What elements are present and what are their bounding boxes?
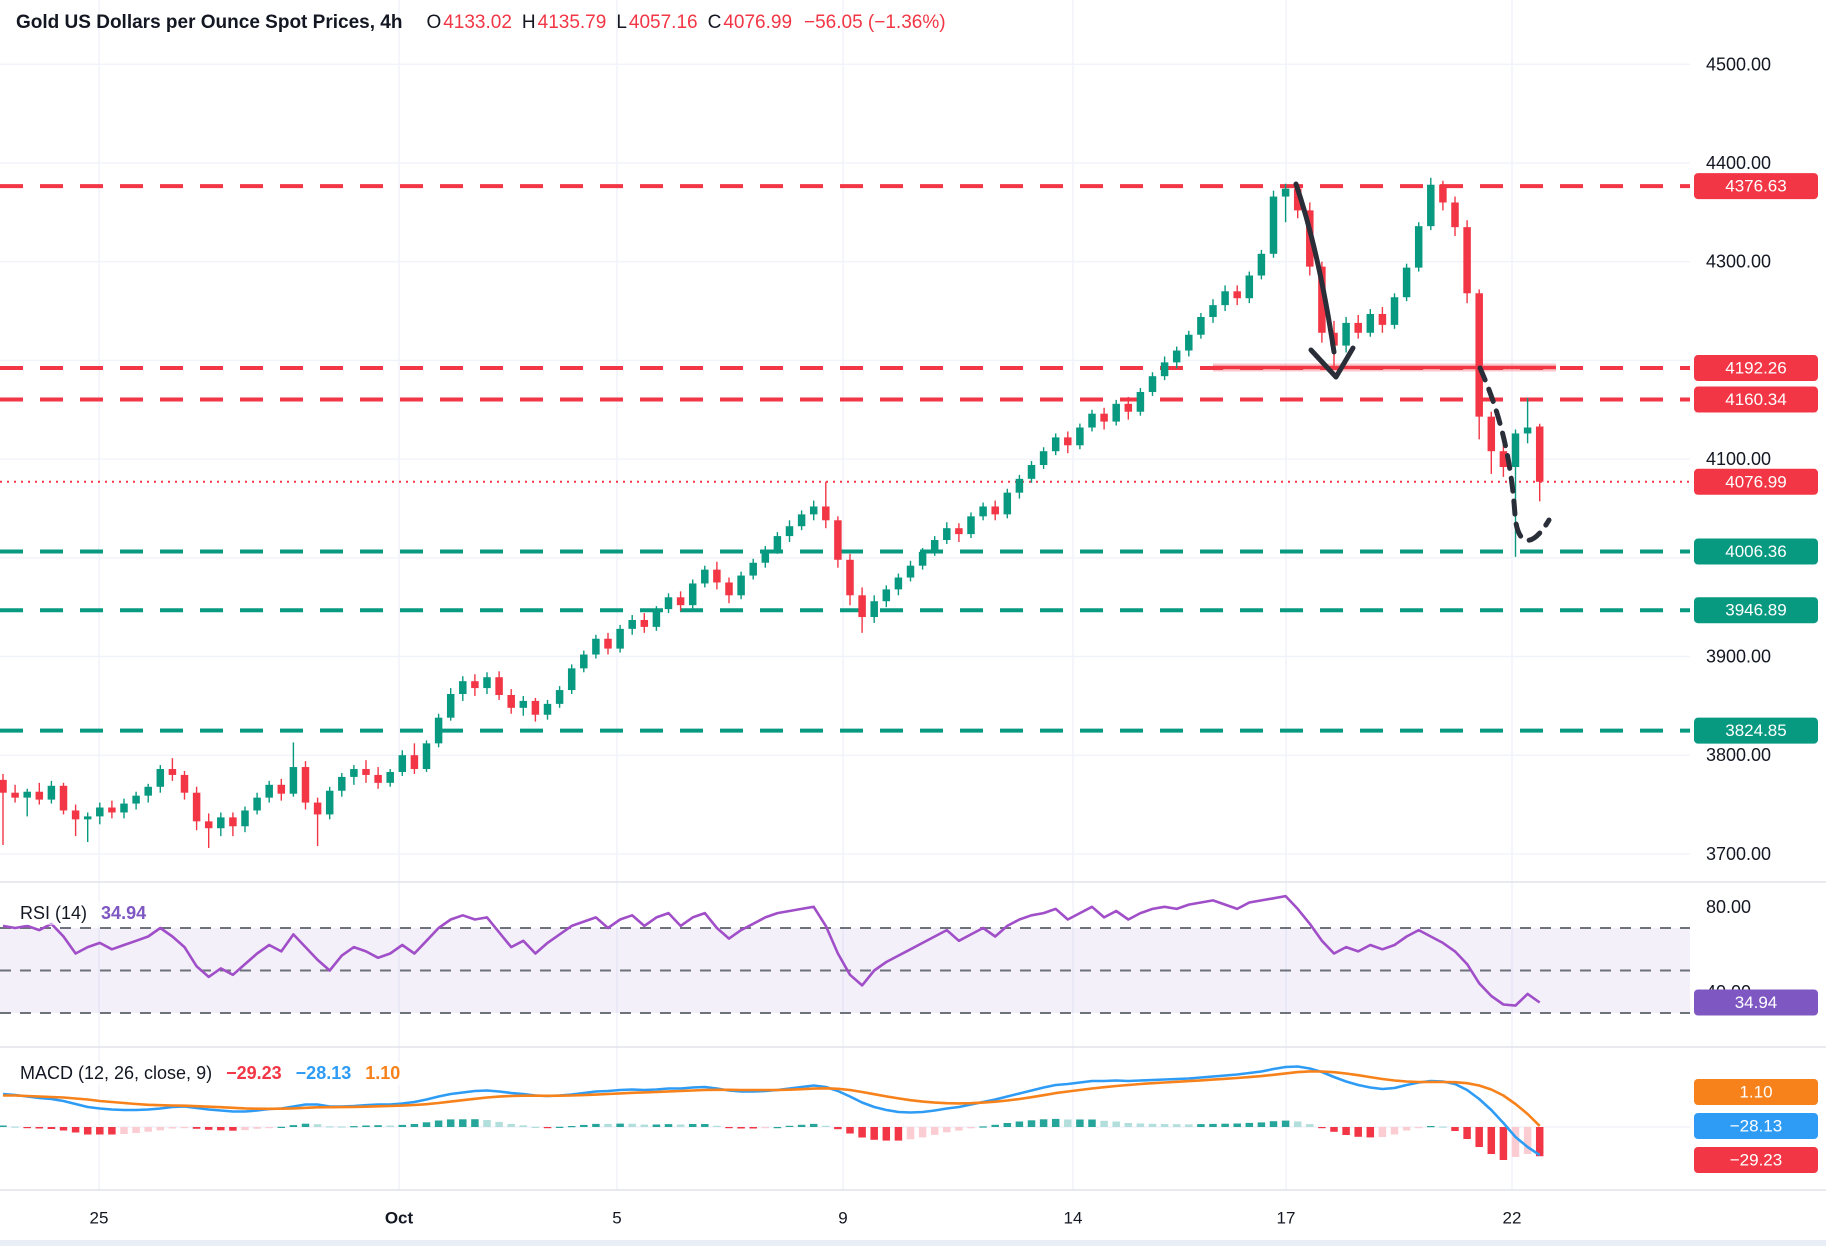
svg-text:3824.85: 3824.85 (1725, 721, 1786, 740)
rsi-label: RSI (14) (20, 903, 88, 923)
close-value: 4076.99 (723, 12, 793, 33)
candlestick-series (0, 177, 1544, 848)
macd-label: MACD (12, 26, close, 9) (20, 1063, 213, 1083)
macd-value-badge: 1.10 (1694, 1079, 1818, 1105)
rsi-axis-label: 80.00 (1706, 897, 1751, 917)
price-axis-label: 4500.00 (1706, 54, 1771, 74)
price-levels[interactable] (0, 184, 1690, 733)
last-price-badge: 4076.99 (1694, 468, 1818, 495)
price-axis-label: 3900.00 (1706, 647, 1771, 667)
macd-value-badge: −28.13 (1694, 1113, 1818, 1139)
macd-histogram (0, 1118, 1544, 1160)
time-axis-label: 25 (90, 1209, 109, 1228)
drawing-dashed-projection[interactable] (1477, 365, 1552, 543)
level-price-badge: 3946.89 (1694, 597, 1818, 624)
drawing-arrow-down[interactable] (1293, 181, 1356, 380)
svg-text:4160.34: 4160.34 (1725, 390, 1786, 409)
symbol-ohlc-bar[interactable]: Gold US Dollars per Ounce Spot Prices, 4… (16, 12, 946, 34)
horizontal-gridlines (0, 63, 1690, 1128)
rsi-value-badge: 34.94 (1694, 989, 1818, 1016)
svg-text:34.94: 34.94 (1735, 993, 1778, 1012)
level-price-badge: 3824.85 (1694, 717, 1818, 744)
svg-text:3946.89: 3946.89 (1725, 601, 1786, 620)
time-axis[interactable]: 25 Oct 5 9 14 17 22 (90, 1209, 1522, 1228)
open-value: 4133.02 (443, 12, 512, 33)
time-axis-label: 14 (1064, 1209, 1083, 1228)
high-label: H (521, 12, 536, 33)
high-value: 4135.79 (537, 12, 607, 33)
macd-hist-value: −29.23 (226, 1063, 282, 1083)
low-label: L (616, 12, 627, 33)
rsi-line (2, 894, 1541, 1007)
price-axis-label: 4100.00 (1706, 449, 1771, 469)
svg-text:4192.26: 4192.26 (1725, 359, 1786, 378)
time-axis-label: Oct (385, 1209, 414, 1228)
level-price-badge: 4192.26 (1694, 355, 1818, 382)
macd-value-badge: −29.23 (1694, 1147, 1818, 1173)
price-axis-label: 4300.00 (1706, 252, 1771, 272)
rsi-legend[interactable]: RSI (14) 34.94 (16, 902, 151, 925)
macd-legend[interactable]: MACD (12, 26, close, 9) −29.23 −28.13 1.… (16, 1062, 405, 1085)
change-value: −56.05 (−1.36%) (804, 12, 946, 33)
open-label: O (426, 12, 442, 33)
macd-signal-line (3, 1070, 1541, 1127)
time-axis-label: 17 (1277, 1209, 1296, 1228)
time-axis-label: 5 (612, 1209, 621, 1228)
low-value: 4057.16 (628, 12, 698, 33)
time-axis-label: 22 (1503, 1209, 1522, 1228)
bottom-strip (0, 1240, 1826, 1246)
svg-text:−29.23: −29.23 (1730, 1151, 1782, 1170)
price-axis-label: 3700.00 (1706, 844, 1771, 864)
level-price-badge: 4006.36 (1694, 538, 1818, 565)
macd-signal-value: 1.10 (365, 1063, 401, 1083)
price-axis[interactable]: 4500.00 4400.00 4300.00 4100.00 3900.00 3800.… (1694, 54, 1818, 1173)
time-axis-label: 9 (838, 1209, 847, 1228)
svg-text:1.10: 1.10 (1739, 1083, 1772, 1102)
svg-text:4376.63: 4376.63 (1725, 177, 1786, 196)
price-axis-label: 3800.00 (1706, 745, 1771, 765)
rsi-value: 34.94 (101, 903, 147, 923)
close-label: C (707, 12, 722, 33)
svg-text:4006.36: 4006.36 (1725, 542, 1786, 561)
svg-text:−28.13: −28.13 (1730, 1117, 1782, 1136)
svg-text:4076.99: 4076.99 (1725, 472, 1786, 491)
level-price-badge: 4376.63 (1694, 173, 1818, 200)
level-price-badge: 4160.34 (1694, 386, 1818, 413)
symbol-title: Gold US Dollars per Ounce Spot Prices, 4… (16, 12, 403, 33)
macd-line-value: −28.13 (295, 1063, 352, 1083)
price-axis-label: 4400.00 (1706, 153, 1771, 173)
